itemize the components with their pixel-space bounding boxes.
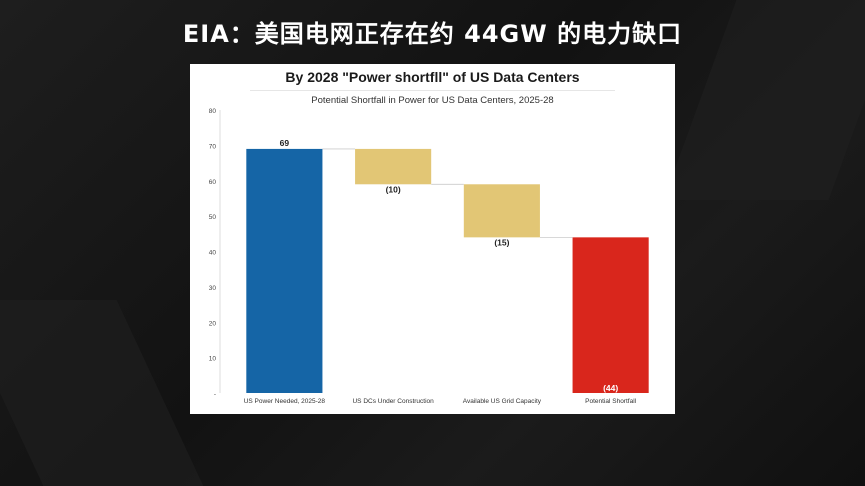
chart-card: By 2028 "Power shortfll" of US Data Cent… bbox=[190, 64, 675, 414]
y-tick-label: 80 bbox=[209, 108, 217, 115]
bar-2 bbox=[355, 148, 432, 185]
bar-1 bbox=[246, 148, 323, 393]
y-tick-label: 20 bbox=[209, 320, 217, 327]
page-title: EIA：美国电网正存在约 44GW 的电力缺口 bbox=[182, 20, 683, 48]
data-label: (44) bbox=[603, 383, 618, 393]
x-tick-label: US DCs Under Construction bbox=[352, 398, 434, 405]
bar-4 bbox=[572, 237, 649, 393]
data-label: 69 bbox=[280, 138, 290, 148]
x-tick-label: Potential Shortfall bbox=[585, 398, 637, 405]
chart-title: By 2028 "Power shortfll" of US Data Cent… bbox=[285, 69, 580, 85]
y-tick-label: 70 bbox=[209, 143, 217, 150]
data-label: (10) bbox=[386, 184, 401, 194]
bar-3 bbox=[463, 184, 540, 238]
chart-subtitle: Potential Shortfall in Power for US Data… bbox=[311, 95, 554, 106]
background-shape bbox=[0, 300, 204, 486]
x-tick-label: Available US Grid Capacity bbox=[463, 398, 542, 405]
waterfall-chart: - 10 20 30 40 50 60 70 80 US Power Needed, 2025-2… bbox=[209, 108, 649, 405]
y-tick-label: 40 bbox=[209, 250, 217, 257]
y-tick-label: - bbox=[214, 391, 216, 398]
x-tick-label: US Power Needed, 2025-28 bbox=[244, 398, 326, 405]
y-tick-label: 50 bbox=[209, 214, 217, 221]
data-label: (15) bbox=[494, 237, 509, 247]
y-tick-label: 30 bbox=[209, 285, 217, 292]
title-divider bbox=[250, 90, 615, 91]
y-tick-label: 10 bbox=[209, 356, 217, 363]
y-tick-label: 60 bbox=[209, 179, 217, 186]
